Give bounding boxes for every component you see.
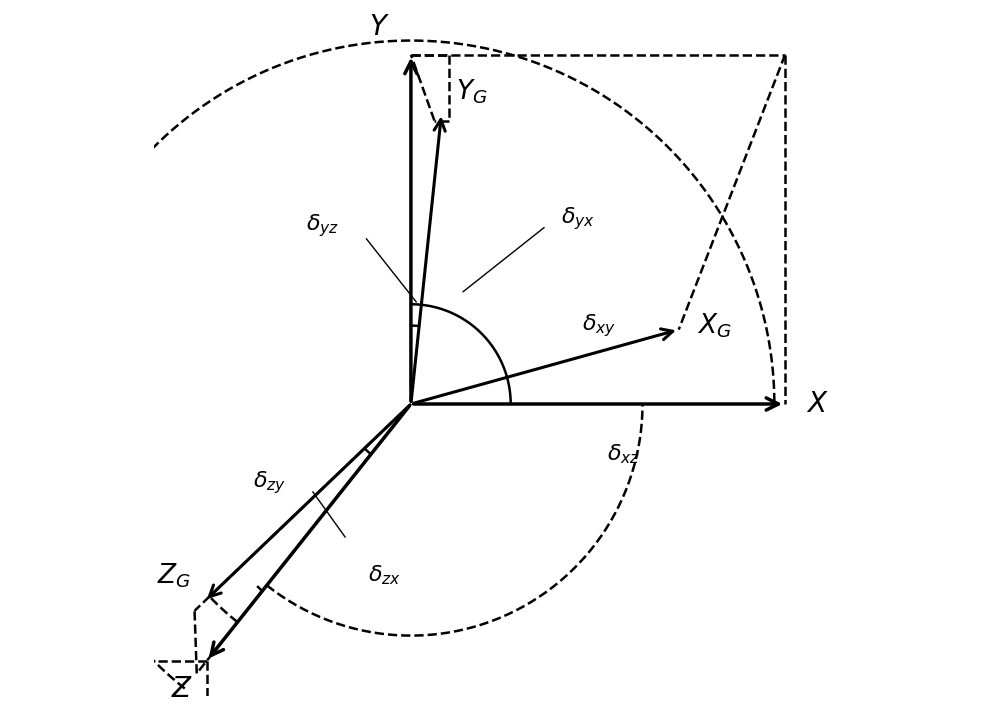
Text: $Y$: $Y$ [369,13,390,41]
Text: $X$: $X$ [806,390,829,418]
Text: $\delta_{yz}$: $\delta_{yz}$ [306,213,340,239]
Text: $\delta_{zx}$: $\delta_{zx}$ [368,563,401,587]
Text: $Z$: $Z$ [171,675,193,703]
Text: $Y_G$: $Y_G$ [456,78,487,106]
Text: $X_G$: $X_G$ [697,312,731,341]
Text: $\delta_{zy}$: $\delta_{zy}$ [253,469,286,496]
Text: $Z_G$: $Z_G$ [157,562,191,590]
Text: $\delta_{xy}$: $\delta_{xy}$ [582,312,616,339]
Text: $\delta_{xz}$: $\delta_{xz}$ [607,442,640,466]
Text: $\delta_{yx}$: $\delta_{yx}$ [561,206,595,232]
